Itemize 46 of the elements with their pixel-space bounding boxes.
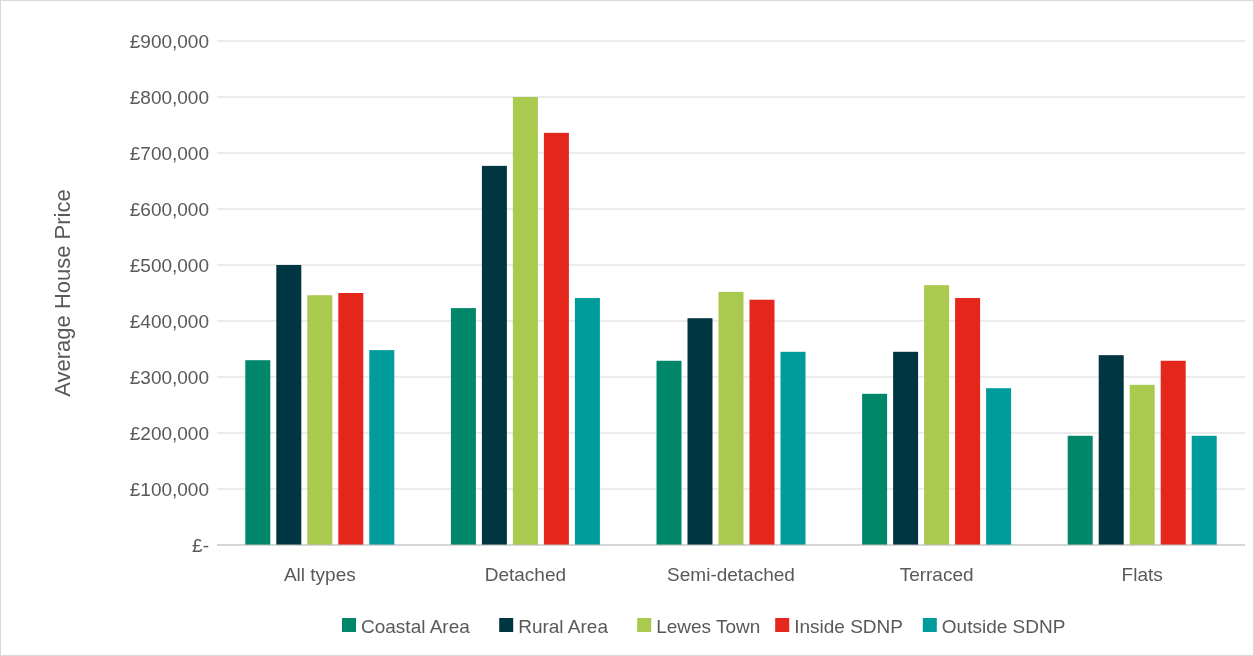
- legend-label: Coastal Area: [361, 615, 471, 637]
- bar: [780, 351, 806, 545]
- y-tick-label: £500,000: [129, 254, 209, 276]
- legend-label: Outside SDNP: [941, 615, 1066, 637]
- bar: [574, 298, 600, 545]
- bar: [1129, 384, 1155, 545]
- bar: [986, 388, 1012, 545]
- y-tick-label: £300,000: [129, 366, 209, 388]
- x-tick-label: Flats: [1121, 564, 1163, 585]
- x-tick-label: Detached: [484, 564, 567, 585]
- legend-label: Rural Area: [518, 615, 609, 637]
- bar: [450, 308, 476, 545]
- bar: [656, 360, 682, 545]
- bar: [687, 318, 713, 545]
- bar: [718, 291, 744, 545]
- y-tick-label: £200,000: [129, 422, 209, 444]
- bar: [893, 351, 919, 545]
- x-tick-label: Semi-detached: [667, 564, 795, 585]
- bar: [924, 285, 950, 545]
- bar: [1160, 360, 1186, 545]
- bar: [481, 165, 507, 545]
- legend-label: Lewes Town: [656, 615, 761, 637]
- bar: [512, 97, 538, 545]
- y-tick-label: £700,000: [129, 142, 209, 164]
- bar: [245, 360, 271, 545]
- bar: [543, 132, 569, 545]
- bar: [276, 265, 302, 545]
- bar: [1098, 355, 1124, 545]
- x-tick-label: Terraced: [899, 564, 974, 585]
- y-tick-label: £100,000: [129, 478, 209, 500]
- y-tick-label: £400,000: [129, 310, 209, 332]
- bar: [369, 350, 395, 545]
- bar: [955, 298, 981, 545]
- legend-label: Inside SDNP: [794, 615, 903, 637]
- y-tick-label: £600,000: [129, 198, 209, 220]
- y-tick-label: £900,000: [129, 30, 209, 52]
- bar: [338, 293, 364, 545]
- bar: [1191, 435, 1217, 545]
- bar: [1067, 435, 1093, 545]
- bar: [862, 393, 888, 545]
- y-tick-label: £-: [192, 534, 209, 556]
- x-tick-label: All types: [283, 564, 356, 585]
- bar: [307, 295, 333, 545]
- bar: [749, 299, 775, 545]
- y-tick-label: £800,000: [129, 86, 209, 108]
- y-axis-title: Average House Price: [50, 189, 75, 397]
